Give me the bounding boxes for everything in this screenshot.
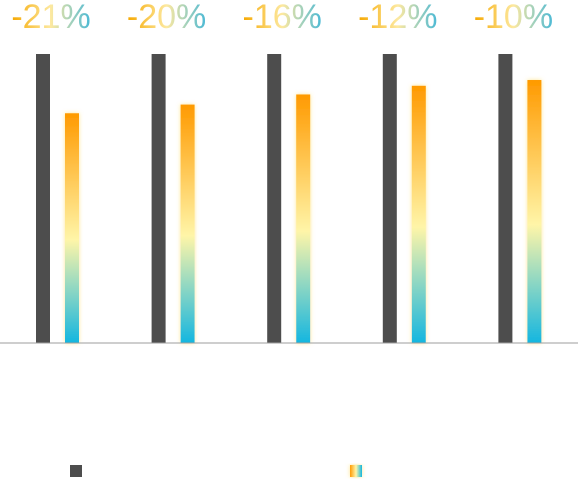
legend-marker-gradient	[350, 465, 362, 477]
bar-gradient-2	[180, 104, 195, 343]
data-label-4: -12%	[358, 0, 437, 36]
legend-marker-dark	[70, 465, 82, 477]
bar-dark-2	[151, 54, 166, 343]
bar-dark-3	[267, 54, 282, 343]
bar-gradient-3	[296, 94, 311, 344]
data-label-3: -16%	[243, 0, 322, 36]
bar-dark-4	[382, 54, 397, 343]
bar-dark-5	[498, 54, 513, 343]
data-label-1: -21%	[11, 0, 90, 36]
bar-dark-1	[36, 54, 50, 343]
plot-area: -21% -20% -16% -12% -10%	[11, 0, 553, 344]
bar-gradient-4	[411, 85, 426, 343]
bar-gradient-5	[527, 80, 542, 343]
legend	[70, 465, 362, 477]
data-label-2: -20%	[127, 0, 206, 36]
data-label-5: -10%	[474, 0, 553, 36]
bar-gradient-1	[65, 113, 79, 344]
